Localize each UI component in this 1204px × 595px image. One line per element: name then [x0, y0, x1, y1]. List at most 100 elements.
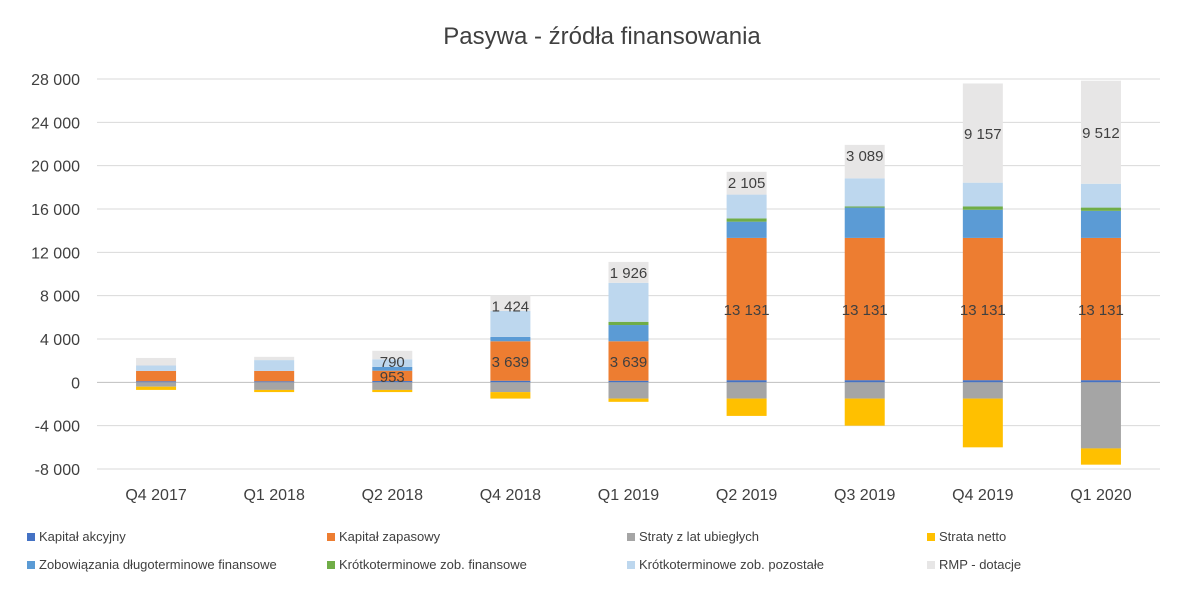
bar-segment — [136, 382, 177, 387]
bar-segment — [962, 380, 1003, 383]
bar-segment — [726, 380, 767, 383]
data-label: 13 131 — [724, 302, 770, 319]
bar-segment — [608, 261, 649, 283]
bar-segment — [962, 382, 1003, 399]
y-tick-label: 20 000 — [31, 159, 80, 176]
x-tick-label: Q4 2019 — [952, 487, 1013, 504]
bar-segment — [136, 357, 177, 366]
y-axis-ticks: -8 000 -4 000 0 4 000 8 000 12 000 16 000 20 00… — [31, 72, 80, 479]
bar-segment — [372, 389, 413, 393]
data-label: 3 639 — [610, 354, 648, 371]
legend-swatch — [927, 561, 935, 569]
legend-label: Krótkoterminowe zob. pozostałe — [639, 557, 824, 572]
bar-segment — [254, 382, 295, 390]
bar-segment — [372, 382, 413, 390]
legend-swatch — [627, 561, 635, 569]
bar-segment — [608, 382, 649, 399]
bar-segment — [844, 380, 885, 383]
chart-title: Pasywa - źródła finansowania — [443, 23, 761, 50]
bar-segment — [1080, 207, 1121, 211]
bar-segment — [254, 381, 295, 383]
bar-segment — [962, 206, 1003, 210]
y-tick-label: 4 000 — [40, 332, 80, 349]
bar-segment — [726, 382, 767, 399]
bar-segment — [254, 356, 295, 361]
data-label: 13 131 — [960, 302, 1006, 319]
bar-segment — [1080, 183, 1121, 208]
bar-segment — [136, 386, 177, 390]
bar-segment — [608, 282, 649, 322]
bar-segment — [372, 381, 413, 383]
bar-segment — [962, 182, 1003, 207]
bar-segment — [726, 194, 767, 219]
data-label: 1 926 — [610, 265, 648, 282]
data-label: 13 131 — [1078, 302, 1124, 319]
data-label: 953 — [380, 369, 405, 386]
bar-segment — [1080, 448, 1121, 465]
bar-segment — [608, 321, 649, 326]
bar-segment — [490, 392, 531, 399]
data-labels: 953 3 639 3 639 13 131 13 131 13 131 13 131 790… — [380, 125, 1124, 386]
bar-segment — [136, 381, 177, 383]
legend-label: Straty z lat ubiegłych — [639, 529, 759, 544]
x-tick-label: Q1 2019 — [598, 487, 659, 504]
bar-segment — [608, 398, 649, 402]
x-axis-categories: Q4 2017 Q1 2018 Q2 2018 Q4 2018 Q1 2019 Q2 20… — [125, 487, 1131, 504]
x-tick-label: Q3 2019 — [834, 487, 895, 504]
bar-segment — [372, 359, 413, 367]
legend-swatch — [627, 533, 635, 541]
x-tick-label: Q2 2018 — [362, 487, 423, 504]
bar-segment — [372, 350, 413, 360]
bar-segment — [1080, 80, 1121, 184]
bar-segment — [726, 237, 767, 381]
bar-segment — [254, 360, 295, 371]
data-label: 9 512 — [1082, 125, 1120, 142]
data-label: 9 157 — [964, 126, 1002, 143]
y-tick-label: 16 000 — [31, 202, 80, 219]
x-tick-label: Q1 2018 — [243, 487, 304, 504]
bar-segment — [254, 370, 295, 382]
x-tick-label: Q4 2017 — [125, 487, 186, 504]
legend-label: RMP - dotacje — [939, 557, 1021, 572]
x-tick-label: Q2 2019 — [716, 487, 777, 504]
legend-label: Kapitał akcyjny — [39, 529, 126, 544]
data-label: 13 131 — [842, 302, 888, 319]
bar-segment — [490, 380, 531, 383]
bar-segment — [844, 237, 885, 381]
y-tick-label: -8 000 — [35, 462, 80, 479]
legend-swatch — [27, 561, 35, 569]
legend-swatch — [327, 533, 335, 541]
data-label: 3 089 — [846, 148, 884, 165]
y-tick-label: -4 000 — [35, 419, 80, 436]
bar-segment — [136, 370, 177, 382]
y-tick-label: 0 — [71, 375, 80, 392]
legend-swatch — [27, 533, 35, 541]
legend-swatch — [927, 533, 935, 541]
bar-segment — [372, 370, 413, 382]
bar-segment — [962, 83, 1003, 183]
bar-segment — [490, 382, 531, 393]
y-tick-label: 12 000 — [31, 245, 80, 262]
bar-segment — [1080, 380, 1121, 383]
bar-segment — [844, 144, 885, 179]
legend: Kapitał akcyjny Kapitał zapasowy Straty z … — [27, 529, 1021, 572]
bar-segment — [490, 341, 531, 381]
bar-segment — [608, 380, 649, 383]
bar-segment — [136, 365, 177, 371]
bar-segment — [1080, 237, 1121, 381]
data-label: 1 424 — [492, 299, 530, 316]
y-tick-label: 8 000 — [40, 289, 80, 306]
bar-segment — [844, 207, 885, 238]
y-tick-label: 24 000 — [31, 115, 80, 132]
y-tick-label: 28 000 — [31, 72, 80, 89]
data-label: 2 105 — [728, 175, 766, 192]
bar-segment — [372, 366, 413, 371]
x-tick-label: Q1 2020 — [1070, 487, 1131, 504]
bar-segment — [726, 398, 767, 416]
data-label: 790 — [380, 354, 405, 371]
bar-segment — [726, 221, 767, 238]
bars — [136, 80, 1121, 465]
bar-segment — [490, 310, 531, 337]
bar-segment — [962, 209, 1003, 238]
